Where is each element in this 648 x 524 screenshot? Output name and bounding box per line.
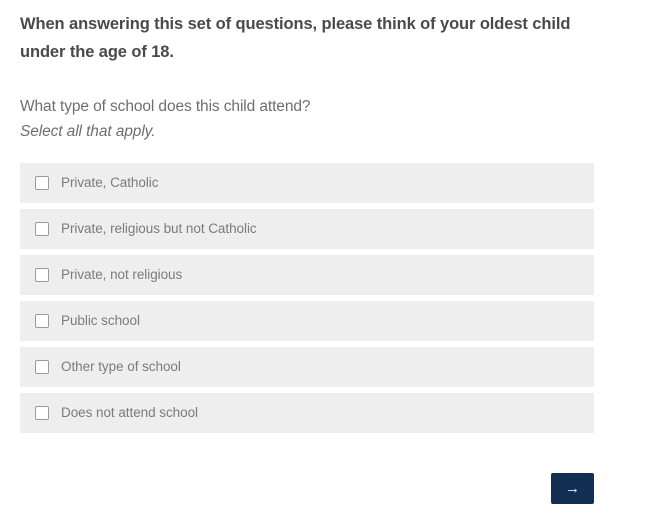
option-row-public-school[interactable]: Public school	[20, 301, 594, 341]
checkbox-icon[interactable]	[35, 360, 49, 374]
option-row-private-catholic[interactable]: Private, Catholic	[20, 163, 594, 203]
option-label: Private, religious but not Catholic	[61, 221, 257, 236]
checkbox-icon[interactable]	[35, 222, 49, 236]
option-label: Public school	[61, 313, 140, 328]
option-row-private-not-religious[interactable]: Private, not religious	[20, 255, 594, 295]
option-row-private-religious-not-catholic[interactable]: Private, religious but not Catholic	[20, 209, 594, 249]
intro-heading: When answering this set of questions, pl…	[20, 15, 571, 61]
question-text: What type of school does this child atte…	[20, 98, 311, 115]
question-instruction: Select all that apply.	[20, 123, 156, 140]
next-button[interactable]: →	[551, 473, 594, 504]
checkbox-icon[interactable]	[35, 176, 49, 190]
option-label: Other type of school	[61, 359, 181, 374]
checkbox-icon[interactable]	[35, 268, 49, 282]
option-label: Does not attend school	[61, 405, 198, 420]
checkbox-icon[interactable]	[35, 314, 49, 328]
options-list: Private, Catholic Private, religious but…	[20, 163, 594, 439]
checkbox-icon[interactable]	[35, 406, 49, 420]
option-label: Private, not religious	[61, 267, 183, 282]
option-row-other-type-of-school[interactable]: Other type of school	[20, 347, 594, 387]
option-row-does-not-attend-school[interactable]: Does not attend school	[20, 393, 594, 433]
question-block: What type of school does this child atte…	[20, 94, 595, 144]
option-label: Private, Catholic	[61, 175, 159, 190]
